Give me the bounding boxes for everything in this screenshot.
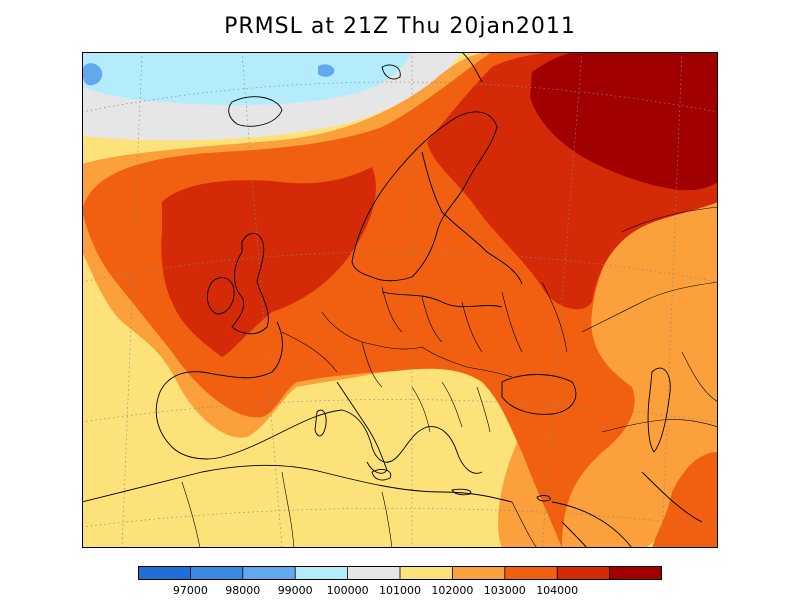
country-borders: [181, 206, 718, 548]
map-border: [82, 52, 718, 548]
pressure-map: [82, 52, 718, 548]
colorbar-swatch: [400, 566, 453, 580]
colorbar-swatch: [557, 566, 611, 580]
colorbar-swatch: [347, 566, 401, 580]
pressure-map-svg: [82, 52, 718, 548]
colorbar-tick-label: 98000: [225, 584, 261, 597]
colorbar: [138, 566, 662, 580]
colorbar-swatch: [242, 566, 296, 580]
colorbar-swatch: [295, 566, 349, 580]
band-98000-99000-b: [318, 64, 335, 77]
coastlines: [82, 52, 703, 548]
colorbar-tick-label: 100000: [326, 584, 369, 597]
colorbar-tick-label: 103000: [483, 584, 526, 597]
colorbar-tick-label: 97000: [172, 584, 208, 597]
map-title: PRMSL at 21Z Thu 20jan2011: [224, 14, 576, 39]
colorbar-swatch: [190, 566, 244, 580]
colorbar-swatch: [609, 566, 662, 580]
colorbar-swatch: [452, 566, 506, 580]
colorbar-swatch: [504, 566, 558, 580]
colorbar-tick-label: 99000: [277, 584, 313, 597]
colorbar-frame: [138, 566, 662, 580]
colorbar-tick-label: 104000: [536, 584, 579, 597]
band-98000-99000: [82, 63, 103, 86]
band-core-max: [530, 52, 718, 191]
colorbar-labels: 97000 98000 99000 100000 101000 102000 103000 1…: [138, 584, 662, 598]
colorbar-tick-label: 101000: [379, 584, 421, 597]
band-104000-plus: [161, 167, 376, 357]
colorbar-swatch: [138, 566, 191, 580]
colorbar-tick-label: 102000: [431, 584, 474, 597]
